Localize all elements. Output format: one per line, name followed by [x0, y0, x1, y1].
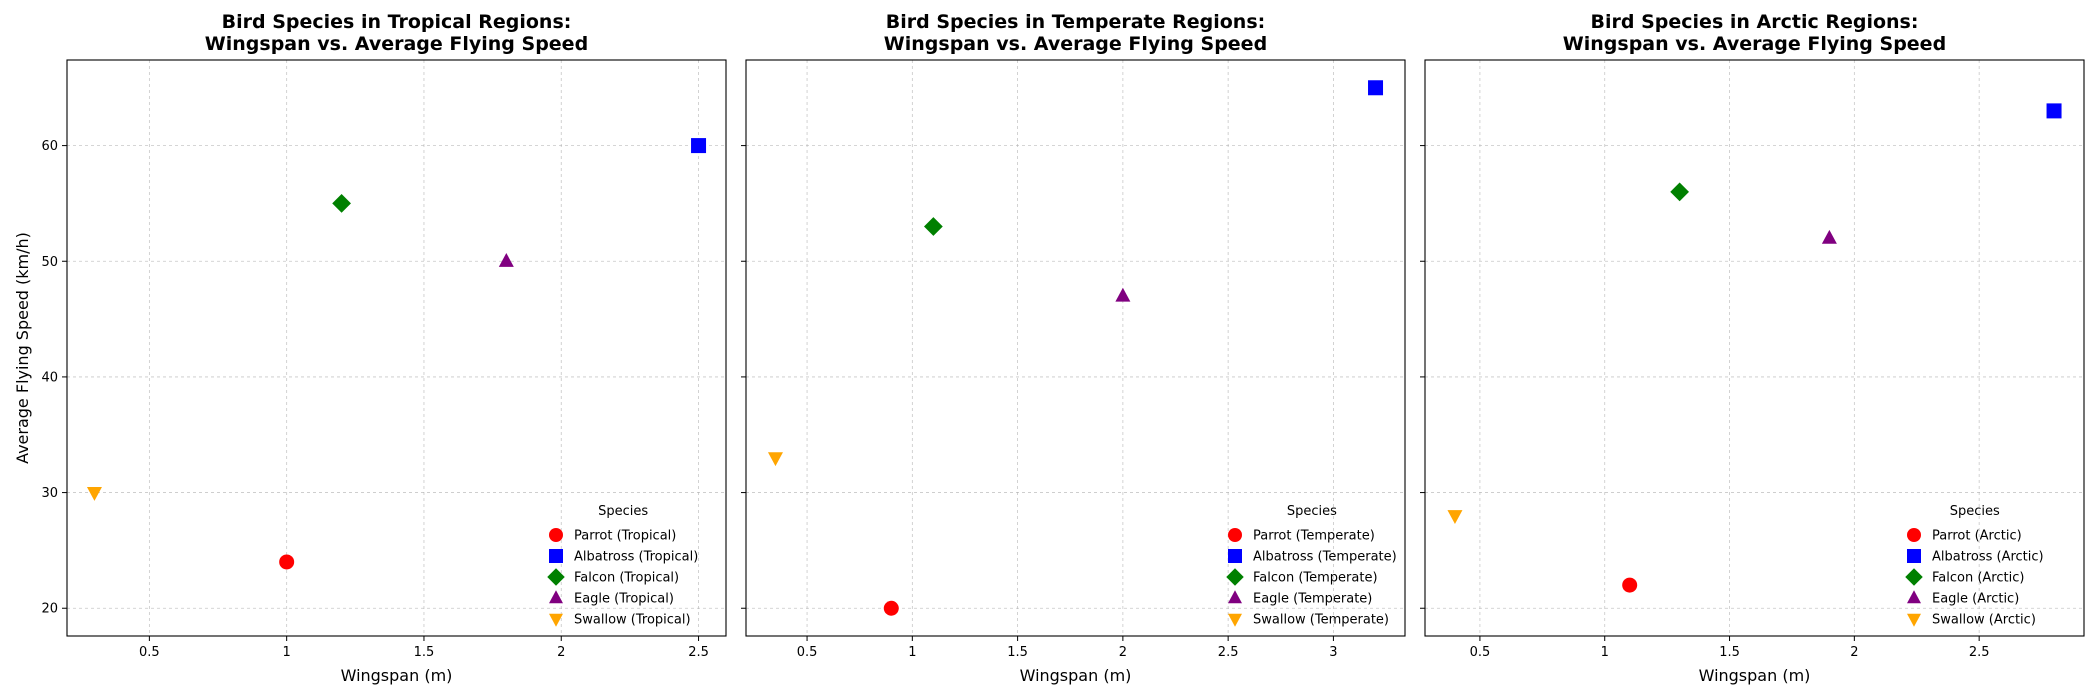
legend-entry-label: Albatross (Tropical): [574, 550, 698, 565]
legend-title: Species: [1950, 504, 2000, 519]
chart-title-line: Bird Species in Temperate Regions:: [886, 11, 1266, 33]
x-tick-label: 1: [283, 645, 291, 660]
legend-entry-label: Eagle (Temperate): [1253, 592, 1372, 607]
data-point: [1821, 229, 1837, 244]
legend-marker: [549, 549, 563, 563]
y-tick-label: 20: [41, 602, 58, 617]
x-axis-label: Wingspan (m): [1699, 666, 1811, 685]
data-point: [883, 600, 899, 616]
legend-title: Species: [1287, 504, 1337, 519]
chart-panel-3: Bird Species in Arctic Regions:Wingspan …: [1420, 11, 2085, 685]
data-point: [332, 194, 351, 213]
data-point: [1368, 80, 1384, 96]
data-point: [2046, 103, 2062, 119]
y-axis-label: Average Flying Speed (km/h): [13, 232, 32, 464]
legend-marker: [1228, 590, 1242, 604]
legend-entry-label: Parrot (Tropical): [574, 529, 676, 544]
legend-marker: [1907, 549, 1921, 563]
x-tick-label: 2: [557, 645, 565, 660]
x-tick-label: 0.5: [1470, 645, 1491, 660]
legend-entry-label: Swallow (Arctic): [1932, 613, 2036, 628]
legend-entry-label: Eagle (Arctic): [1932, 592, 2019, 607]
legend-entry-label: Parrot (Temperate): [1253, 529, 1375, 544]
chart-panel-2: Bird Species in Temperate Regions:Wingsp…: [741, 11, 1406, 685]
legend-marker: [547, 568, 565, 586]
legend-marker: [1907, 613, 1921, 627]
legend-entry-label: Parrot (Arctic): [1932, 529, 2022, 544]
x-axis-label: Wingspan (m): [341, 666, 453, 685]
x-tick-label: 2: [1119, 645, 1127, 660]
legend-title: Species: [598, 504, 648, 519]
legend-marker: [1228, 613, 1242, 627]
x-tick-label: 0.5: [139, 645, 160, 660]
x-tick-label: 2.5: [1218, 645, 1239, 660]
chart-title-line: Wingspan vs. Average Flying Speed: [205, 33, 588, 55]
plot-frame: [66, 59, 727, 637]
chart-title-line: Wingspan vs. Average Flying Speed: [1563, 33, 1946, 55]
y-tick-label: 30: [41, 486, 58, 501]
legend-entry-label: Albatross (Arctic): [1932, 550, 2044, 565]
legend-marker: [549, 590, 563, 604]
data-point: [924, 217, 943, 236]
plot-frame: [745, 59, 1406, 637]
legend-marker: [549, 613, 563, 627]
x-tick-label: 1: [908, 645, 916, 660]
x-tick-label: 0.5: [797, 645, 818, 660]
x-tick-label: 3: [1329, 645, 1337, 660]
x-tick-label: 1.5: [1719, 645, 1740, 660]
legend-marker: [1907, 528, 1921, 542]
y-tick-label: 50: [41, 255, 58, 270]
legend-entry-label: Falcon (Tropical): [574, 571, 679, 586]
legend-marker: [549, 528, 563, 542]
x-tick-label: 1.5: [1007, 645, 1028, 660]
chart-panel-1: Bird Species in Tropical Regions:Wingspa…: [41, 11, 727, 685]
plot-frame: [1424, 59, 2085, 637]
legend-marker: [1228, 549, 1242, 563]
chart-title-line: Bird Species in Arctic Regions:: [1591, 11, 1919, 33]
legend-entry-label: Falcon (Temperate): [1253, 571, 1378, 586]
data-point: [1447, 510, 1463, 524]
chart-title-line: Bird Species in Tropical Regions:: [222, 11, 572, 33]
x-axis-label: Wingspan (m): [1020, 666, 1132, 685]
legend-marker: [1907, 590, 1921, 604]
data-point: [1622, 577, 1638, 593]
legend-entry-label: Eagle (Tropical): [574, 592, 674, 607]
x-tick-label: 2: [1850, 645, 1858, 660]
x-tick-label: 2.5: [1969, 645, 1990, 660]
legend-entry-label: Albatross (Temperate): [1253, 550, 1397, 565]
y-tick-label: 60: [41, 139, 58, 154]
chart-title-line: Wingspan vs. Average Flying Speed: [884, 33, 1267, 55]
x-tick-label: 1.5: [414, 645, 435, 660]
x-tick-label: 2.5: [688, 645, 709, 660]
data-point: [498, 253, 514, 267]
y-tick-label: 40: [41, 370, 58, 385]
data-point: [86, 486, 102, 501]
data-point: [1115, 287, 1131, 302]
legend-entry-label: Falcon (Arctic): [1932, 571, 2024, 586]
legend-entry-label: Swallow (Tropical): [574, 613, 691, 628]
legend-marker: [1228, 528, 1242, 542]
data-point: [1670, 182, 1689, 202]
data-point: [767, 452, 783, 467]
legend-marker: [1905, 568, 1923, 586]
data-point: [279, 554, 295, 570]
legend-entry-label: Swallow (Temperate): [1253, 613, 1389, 628]
x-tick-label: 1: [1601, 645, 1609, 660]
legend-marker: [1226, 568, 1244, 586]
data-point: [691, 138, 707, 154]
